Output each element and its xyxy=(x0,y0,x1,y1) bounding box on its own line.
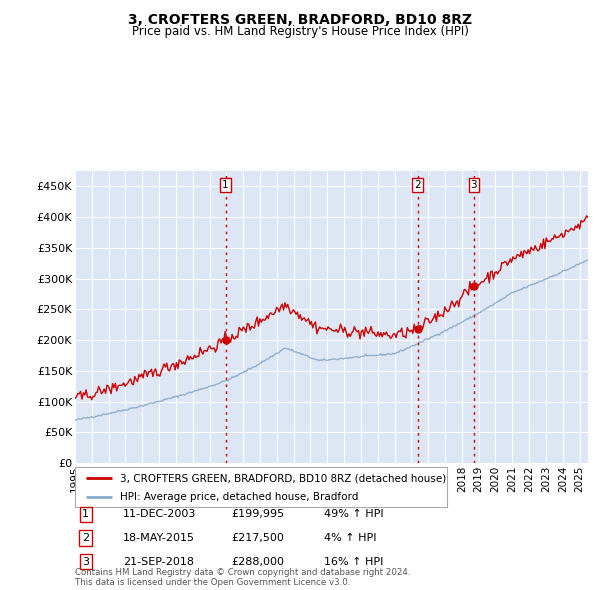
Text: 49% ↑ HPI: 49% ↑ HPI xyxy=(324,510,383,519)
Text: 3: 3 xyxy=(470,179,477,189)
Text: 3, CROFTERS GREEN, BRADFORD, BD10 8RZ (detached house): 3, CROFTERS GREEN, BRADFORD, BD10 8RZ (d… xyxy=(119,473,446,483)
Text: Contains HM Land Registry data © Crown copyright and database right 2024.
This d: Contains HM Land Registry data © Crown c… xyxy=(75,568,410,587)
Text: 3, CROFTERS GREEN, BRADFORD, BD10 8RZ: 3, CROFTERS GREEN, BRADFORD, BD10 8RZ xyxy=(128,13,472,27)
Text: Price paid vs. HM Land Registry's House Price Index (HPI): Price paid vs. HM Land Registry's House … xyxy=(131,25,469,38)
Text: 11-DEC-2003: 11-DEC-2003 xyxy=(123,510,196,519)
Text: 18-MAY-2015: 18-MAY-2015 xyxy=(123,533,195,543)
Text: £199,995: £199,995 xyxy=(231,510,284,519)
Text: £288,000: £288,000 xyxy=(231,557,284,566)
Text: 3: 3 xyxy=(82,557,89,566)
Text: £217,500: £217,500 xyxy=(231,533,284,543)
Text: 1: 1 xyxy=(82,510,89,519)
Text: 21-SEP-2018: 21-SEP-2018 xyxy=(123,557,194,566)
Text: 2: 2 xyxy=(415,179,421,189)
Text: 2: 2 xyxy=(82,533,89,543)
Text: 1: 1 xyxy=(222,179,229,189)
Text: 16% ↑ HPI: 16% ↑ HPI xyxy=(324,557,383,566)
Text: HPI: Average price, detached house, Bradford: HPI: Average price, detached house, Brad… xyxy=(119,491,358,502)
Text: 4% ↑ HPI: 4% ↑ HPI xyxy=(324,533,377,543)
